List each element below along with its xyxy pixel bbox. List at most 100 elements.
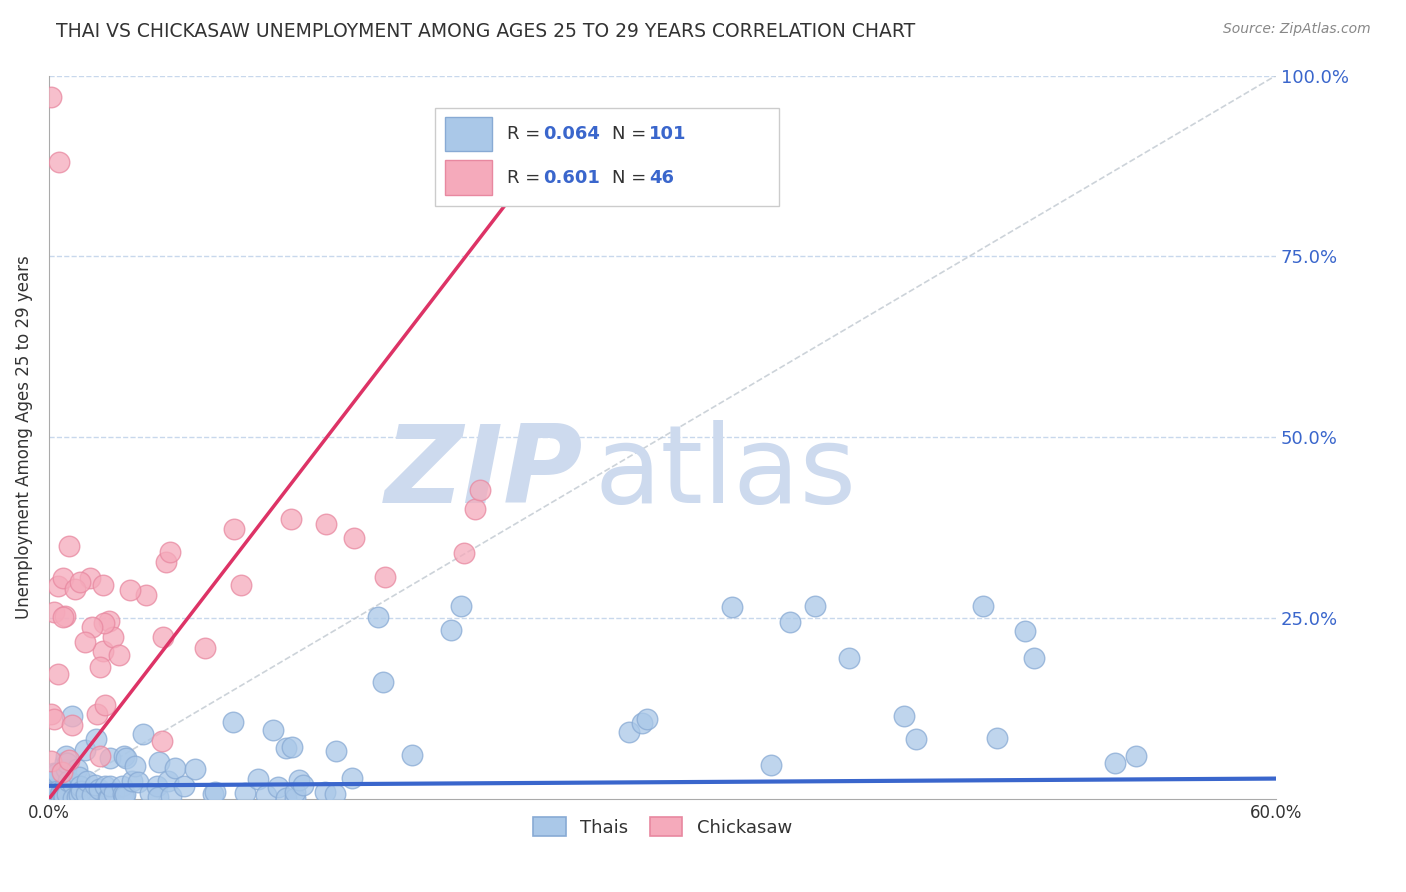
Point	[98, 614, 121, 628]
Point	[91, 644, 114, 658]
Point	[148, 790, 170, 805]
Point	[222, 522, 245, 536]
Text: ZIP: ZIP	[384, 420, 582, 526]
FancyBboxPatch shape	[436, 108, 779, 206]
Point	[60, 708, 83, 723]
Point	[159, 545, 181, 559]
Point	[58, 752, 80, 766]
Point	[314, 785, 336, 799]
Point	[115, 751, 138, 765]
Point	[98, 790, 121, 805]
Text: R =: R =	[506, 169, 546, 186]
Point	[86, 706, 108, 721]
Point	[51, 785, 73, 799]
Point	[70, 783, 93, 797]
Point	[222, 715, 245, 730]
Point	[804, 599, 827, 613]
Point	[280, 512, 302, 526]
Point	[630, 715, 652, 730]
Point	[127, 774, 149, 789]
Point	[274, 740, 297, 755]
Text: 46: 46	[650, 169, 673, 186]
Point	[1104, 756, 1126, 771]
Point	[204, 785, 226, 799]
Point	[905, 732, 928, 747]
Point	[138, 786, 160, 800]
Point	[101, 630, 124, 644]
Point	[56, 787, 79, 801]
Point	[46, 783, 69, 797]
Point	[374, 569, 396, 583]
Point	[124, 759, 146, 773]
Text: N =: N =	[612, 125, 652, 143]
Point	[453, 546, 475, 560]
Point	[39, 787, 62, 801]
Point	[274, 791, 297, 805]
Point	[284, 785, 307, 799]
FancyBboxPatch shape	[446, 161, 492, 194]
Point	[76, 773, 98, 788]
Text: N =: N =	[612, 169, 652, 186]
Point	[55, 755, 77, 769]
Point	[367, 610, 389, 624]
Point	[292, 778, 315, 792]
Point	[60, 717, 83, 731]
Text: THAI VS CHICKASAW UNEMPLOYMENT AMONG AGES 25 TO 29 YEARS CORRELATION CHART: THAI VS CHICKASAW UNEMPLOYMENT AMONG AGE…	[56, 22, 915, 41]
Point	[132, 727, 155, 741]
Point	[52, 787, 75, 801]
Point	[254, 789, 277, 803]
Point	[439, 623, 461, 637]
Point	[145, 779, 167, 793]
Point	[39, 789, 62, 803]
Point	[52, 609, 75, 624]
Point	[111, 779, 134, 793]
Point	[284, 791, 307, 805]
Point	[281, 740, 304, 755]
Point	[66, 762, 89, 776]
Point	[98, 779, 121, 793]
Point	[53, 789, 76, 804]
Point	[157, 773, 180, 788]
Point	[48, 787, 70, 801]
Point	[114, 787, 136, 801]
Point	[66, 789, 89, 804]
Point	[986, 731, 1008, 745]
Point	[69, 574, 91, 589]
Point	[58, 539, 80, 553]
Point	[87, 781, 110, 796]
Point	[617, 724, 640, 739]
Point	[69, 779, 91, 793]
FancyBboxPatch shape	[446, 117, 492, 152]
Point	[163, 761, 186, 775]
Point	[73, 743, 96, 757]
Point	[401, 747, 423, 762]
Point	[160, 789, 183, 803]
Point	[52, 782, 75, 797]
Point	[759, 757, 782, 772]
Point	[184, 762, 207, 776]
Point	[73, 635, 96, 649]
Point	[89, 748, 111, 763]
Point	[112, 787, 135, 801]
Point	[39, 90, 62, 104]
Point	[42, 768, 65, 782]
Point	[838, 651, 860, 665]
Point	[148, 755, 170, 769]
Text: Source: ZipAtlas.com: Source: ZipAtlas.com	[1223, 22, 1371, 37]
Point	[343, 532, 366, 546]
Point	[972, 599, 994, 613]
Point	[67, 788, 90, 802]
Point	[58, 773, 80, 788]
Point	[173, 779, 195, 793]
Point	[51, 764, 73, 779]
Point	[267, 780, 290, 794]
Point	[79, 571, 101, 585]
Point	[231, 578, 253, 592]
Point	[55, 748, 77, 763]
Point	[44, 605, 66, 619]
Point	[135, 588, 157, 602]
Point	[325, 744, 347, 758]
Point	[202, 787, 225, 801]
Point	[46, 579, 69, 593]
Point	[45, 765, 67, 780]
